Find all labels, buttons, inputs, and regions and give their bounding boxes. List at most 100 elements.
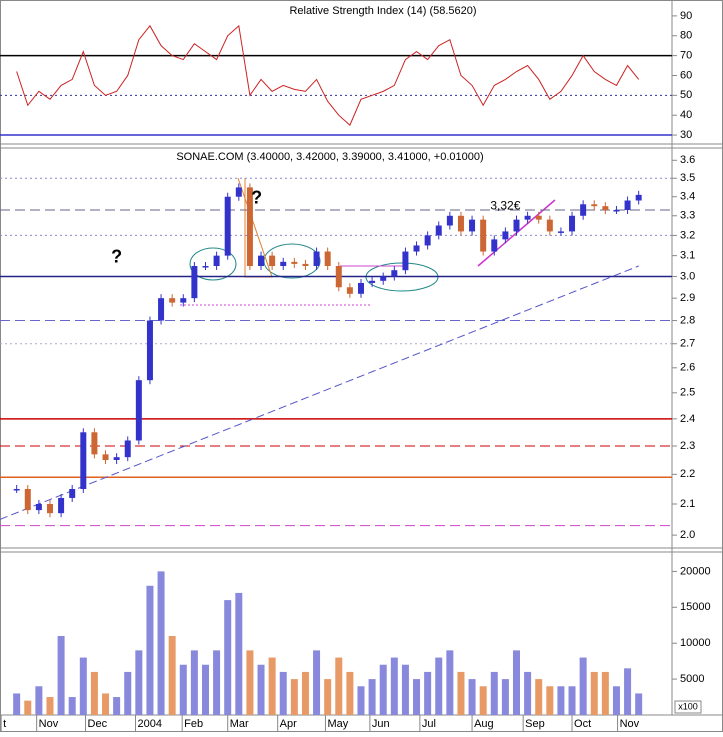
candle	[213, 255, 220, 267]
x-tick-label: Jul	[422, 718, 436, 730]
candle	[491, 239, 498, 252]
candle	[424, 235, 431, 246]
candle	[480, 219, 487, 252]
volume-bar	[568, 686, 576, 715]
y-tick-label: 2.0	[680, 529, 695, 541]
volume-bar	[268, 657, 276, 715]
candle	[258, 255, 265, 267]
annotation: ?	[251, 187, 262, 207]
y-tick-label: 15000	[680, 601, 711, 613]
candle	[635, 194, 642, 201]
volume-bar	[390, 657, 398, 715]
candle	[169, 298, 176, 303]
volume-bar	[357, 686, 365, 715]
candle	[180, 298, 187, 303]
volume-bar	[457, 671, 465, 715]
y-tick-label: 3.2	[680, 229, 695, 241]
volume-bar	[590, 671, 598, 715]
y-tick-label: 2.9	[680, 292, 695, 304]
volume-bar	[468, 679, 476, 715]
rsi-title: Relative Strength Index (14) (58.5620)	[289, 5, 476, 17]
x-tick-label: Feb	[184, 718, 203, 730]
unit-label: x100	[678, 701, 698, 711]
x-tick-label: May	[327, 718, 348, 730]
y-tick-label: 90	[680, 10, 692, 22]
volume-bar	[324, 679, 332, 715]
volume-bar	[246, 650, 254, 715]
volume-bar	[68, 697, 76, 715]
candle	[602, 206, 609, 210]
volume-bar	[157, 571, 165, 715]
x-tick-label: Jun	[372, 718, 390, 730]
volume-bar	[313, 650, 321, 715]
candle	[591, 204, 598, 207]
y-tick-label: 3.1	[680, 250, 695, 262]
x-tick-label: Sep	[525, 718, 545, 730]
volume-bar	[335, 657, 343, 715]
y-tick-label: 3.4	[680, 191, 695, 203]
y-tick-label: 2.6	[680, 362, 695, 374]
y-tick-label: 30	[680, 129, 692, 141]
price-title: SONAE.COM (3.40000, 3.42000, 3.39000, 3.…	[176, 151, 483, 163]
candle	[280, 261, 287, 267]
candle	[35, 504, 42, 511]
trendline	[0, 265, 639, 520]
volume-bar	[501, 679, 509, 715]
candle	[357, 282, 364, 294]
volume-bar	[301, 671, 309, 715]
candle	[246, 187, 253, 267]
candle	[269, 255, 276, 267]
candle	[335, 266, 342, 288]
volume-bar	[57, 636, 65, 715]
unit-box	[674, 700, 702, 714]
candle	[346, 287, 353, 294]
y-tick-label: 2.8	[680, 314, 695, 326]
volume-bar	[102, 693, 110, 715]
candle	[291, 261, 298, 264]
candle	[58, 497, 65, 514]
candle	[380, 276, 387, 281]
candle	[524, 215, 531, 220]
candle	[235, 187, 242, 197]
x-tick-label: Nov	[39, 718, 59, 730]
y-tick-label: 3.3	[680, 210, 695, 222]
volume-bar	[446, 650, 454, 715]
candle	[580, 204, 587, 216]
candle	[569, 215, 576, 232]
volume-bar	[35, 686, 43, 715]
candle	[102, 454, 109, 461]
volume-bar	[190, 650, 198, 715]
y-tick-label: 2.1	[680, 498, 695, 510]
volume-bar	[124, 671, 132, 715]
volume-bar	[512, 650, 520, 715]
candle	[302, 263, 309, 267]
volume-bar	[557, 686, 565, 715]
candle	[191, 266, 198, 299]
candle	[124, 440, 131, 458]
candle	[513, 219, 520, 232]
candle	[13, 488, 20, 491]
volume-bar	[635, 693, 643, 715]
y-tick-label: 3.6	[680, 154, 695, 166]
y-tick-label: 2.4	[680, 413, 695, 425]
x-tick-label: Aug	[474, 718, 494, 730]
volume-bar	[90, 671, 98, 715]
pattern-ellipse	[189, 247, 237, 281]
rsi-line	[16, 24, 640, 126]
y-tick-label: 2.3	[680, 440, 695, 452]
y-tick-label: 50	[680, 89, 692, 101]
volume-bar	[201, 664, 209, 715]
candle	[391, 270, 398, 277]
x-tick-label: 2004	[138, 718, 162, 730]
x-tick-label: t	[3, 718, 6, 730]
candle	[91, 432, 98, 455]
volume-bar	[524, 671, 532, 715]
candle	[546, 219, 553, 232]
candle	[435, 225, 442, 236]
candle	[557, 231, 564, 233]
candle	[158, 298, 165, 321]
x-tick-label: Apr	[280, 718, 297, 730]
y-tick-label: 40	[680, 109, 692, 121]
